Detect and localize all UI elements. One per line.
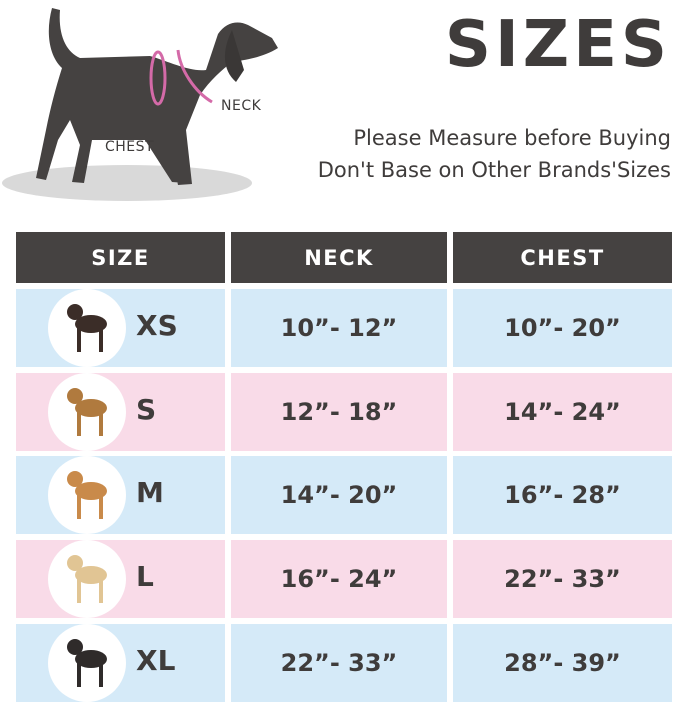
size-label: M — [136, 476, 164, 509]
neck-cell: 22”- 33” — [231, 624, 447, 702]
labrador-icon — [67, 555, 107, 603]
dog-avatar — [48, 456, 126, 534]
size-label: L — [136, 560, 154, 593]
dog-avatar — [48, 540, 126, 618]
size-label: XS — [136, 309, 178, 342]
subtitle-measure: Please Measure before Buying — [353, 126, 671, 150]
subtitle-brands: Don't Base on Other Brands'Sizes — [317, 158, 671, 182]
shiba-icon — [67, 471, 107, 519]
neck-label: NECK — [221, 98, 262, 114]
chest-cell: 16”- 28” — [453, 456, 672, 534]
dog-avatar — [48, 289, 126, 367]
neck-cell: 12”- 18” — [231, 373, 447, 451]
header-neck: NECK — [231, 232, 447, 283]
neck-cell: 10”- 12” — [231, 289, 447, 367]
size-cell-xs: XS — [16, 289, 225, 367]
chest-cell: 10”- 20” — [453, 289, 672, 367]
great-dane-icon — [67, 639, 107, 687]
size-cell-m: M — [16, 456, 225, 534]
size-cell-s: S — [16, 373, 225, 451]
header-size: SIZE — [16, 232, 225, 283]
dog-avatar — [48, 373, 126, 451]
size-cell-l: L — [16, 540, 225, 618]
size-label: XL — [136, 644, 176, 677]
dog-avatar — [48, 624, 126, 702]
chihuahua-icon — [67, 304, 107, 352]
neck-cell: 14”- 20” — [231, 456, 447, 534]
header-chest: CHEST — [453, 232, 672, 283]
chest-label: CHEST — [105, 139, 155, 155]
neck-cell: 16”- 24” — [231, 540, 447, 618]
chest-cell: 28”- 39” — [453, 624, 672, 702]
size-cell-xl: XL — [16, 624, 225, 702]
page-title: SIZES — [444, 8, 671, 82]
chest-cell: 14”- 24” — [453, 373, 672, 451]
chest-cell: 22”- 33” — [453, 540, 672, 618]
size-label: S — [136, 393, 157, 426]
dog-silhouette-icon — [2, 8, 278, 201]
dog-measurement-illustration: NECK CHEST — [0, 0, 300, 210]
beagle-icon — [67, 388, 107, 436]
